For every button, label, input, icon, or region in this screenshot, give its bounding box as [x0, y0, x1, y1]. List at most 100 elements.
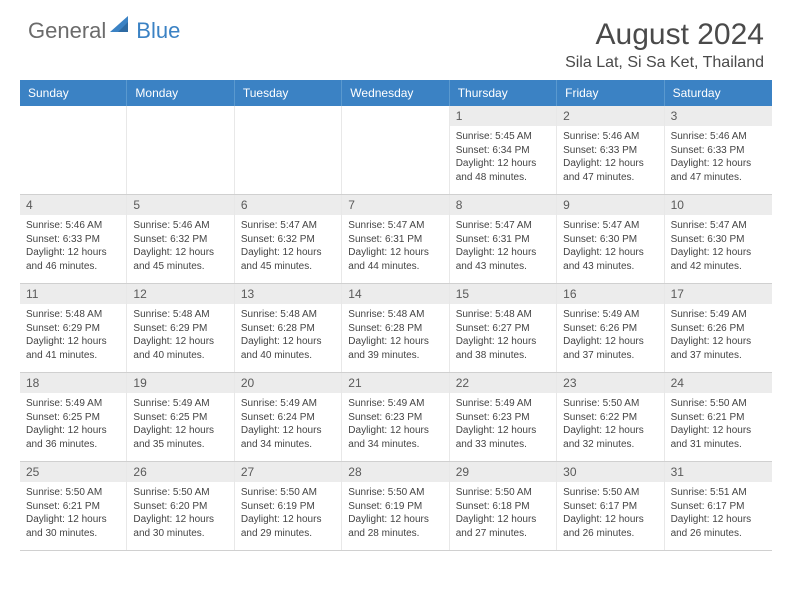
calendar-cell: 7Sunrise: 5:47 AMSunset: 6:31 PMDaylight… — [342, 195, 449, 283]
sunset-text: Sunset: 6:26 PM — [671, 322, 766, 336]
day-number: 6 — [235, 195, 341, 215]
daylight-line2: and 34 minutes. — [348, 438, 442, 452]
daylight-line1: Daylight: 12 hours — [26, 424, 120, 438]
daylight-line2: and 32 minutes. — [563, 438, 657, 452]
daylight-line1: Daylight: 12 hours — [348, 513, 442, 527]
day-info: Sunrise: 5:51 AMSunset: 6:17 PMDaylight:… — [665, 482, 772, 546]
day-info: Sunrise: 5:49 AMSunset: 6:25 PMDaylight:… — [127, 393, 233, 457]
sunset-text: Sunset: 6:21 PM — [26, 500, 120, 514]
day-header-row: Sunday Monday Tuesday Wednesday Thursday… — [20, 80, 772, 106]
day-number: 14 — [342, 284, 448, 304]
daylight-line2: and 47 minutes. — [563, 171, 657, 185]
sunset-text: Sunset: 6:18 PM — [456, 500, 550, 514]
daylight-line2: and 48 minutes. — [456, 171, 550, 185]
brand-sail-icon — [110, 14, 134, 39]
sunset-text: Sunset: 6:19 PM — [348, 500, 442, 514]
daylight-line2: and 47 minutes. — [671, 171, 766, 185]
sunset-text: Sunset: 6:33 PM — [563, 144, 657, 158]
day-number: 29 — [450, 462, 556, 482]
day-info: Sunrise: 5:45 AMSunset: 6:34 PMDaylight:… — [450, 126, 556, 190]
daylight-line1: Daylight: 12 hours — [456, 424, 550, 438]
day-info: Sunrise: 5:46 AMSunset: 6:33 PMDaylight:… — [557, 126, 663, 190]
sunrise-text: Sunrise: 5:49 AM — [456, 397, 550, 411]
daylight-line1: Daylight: 12 hours — [563, 513, 657, 527]
brand-text-2: Blue — [136, 18, 180, 44]
daylight-line1: Daylight: 12 hours — [671, 157, 766, 171]
sunset-text: Sunset: 6:17 PM — [671, 500, 766, 514]
day-info: Sunrise: 5:48 AMSunset: 6:28 PMDaylight:… — [342, 304, 448, 368]
daylight-line2: and 37 minutes. — [563, 349, 657, 363]
day-number: 10 — [665, 195, 772, 215]
daylight-line1: Daylight: 12 hours — [456, 157, 550, 171]
daylight-line1: Daylight: 12 hours — [563, 157, 657, 171]
calendar-cell — [20, 106, 127, 194]
day-info: Sunrise: 5:49 AMSunset: 6:26 PMDaylight:… — [557, 304, 663, 368]
calendar-cell: 27Sunrise: 5:50 AMSunset: 6:19 PMDayligh… — [235, 462, 342, 550]
calendar-cell: 24Sunrise: 5:50 AMSunset: 6:21 PMDayligh… — [665, 373, 772, 461]
calendar-cell: 19Sunrise: 5:49 AMSunset: 6:25 PMDayligh… — [127, 373, 234, 461]
sunrise-text: Sunrise: 5:50 AM — [456, 486, 550, 500]
calendar-cell: 10Sunrise: 5:47 AMSunset: 6:30 PMDayligh… — [665, 195, 772, 283]
day-info: Sunrise: 5:50 AMSunset: 6:21 PMDaylight:… — [665, 393, 772, 457]
calendar-cell: 15Sunrise: 5:48 AMSunset: 6:27 PMDayligh… — [450, 284, 557, 372]
day-number: 18 — [20, 373, 126, 393]
daylight-line2: and 30 minutes. — [133, 527, 227, 541]
sunrise-text: Sunrise: 5:47 AM — [456, 219, 550, 233]
day-header: Monday — [127, 80, 234, 106]
daylight-line1: Daylight: 12 hours — [563, 246, 657, 260]
sunrise-text: Sunrise: 5:50 AM — [671, 397, 766, 411]
daylight-line2: and 46 minutes. — [26, 260, 120, 274]
sunset-text: Sunset: 6:28 PM — [348, 322, 442, 336]
day-info: Sunrise: 5:49 AMSunset: 6:25 PMDaylight:… — [20, 393, 126, 457]
sunset-text: Sunset: 6:25 PM — [133, 411, 227, 425]
day-info: Sunrise: 5:49 AMSunset: 6:23 PMDaylight:… — [450, 393, 556, 457]
sunset-text: Sunset: 6:32 PM — [133, 233, 227, 247]
sunrise-text: Sunrise: 5:50 AM — [133, 486, 227, 500]
day-info: Sunrise: 5:46 AMSunset: 6:32 PMDaylight:… — [127, 215, 233, 279]
sunrise-text: Sunrise: 5:50 AM — [563, 397, 657, 411]
calendar-cell: 13Sunrise: 5:48 AMSunset: 6:28 PMDayligh… — [235, 284, 342, 372]
sunset-text: Sunset: 6:32 PM — [241, 233, 335, 247]
calendar-cell — [235, 106, 342, 194]
daylight-line1: Daylight: 12 hours — [241, 246, 335, 260]
sunrise-text: Sunrise: 5:48 AM — [348, 308, 442, 322]
calendar-cell: 8Sunrise: 5:47 AMSunset: 6:31 PMDaylight… — [450, 195, 557, 283]
daylight-line2: and 37 minutes. — [671, 349, 766, 363]
day-number: 27 — [235, 462, 341, 482]
brand-logo: General Blue — [28, 18, 180, 44]
daylight-line2: and 43 minutes. — [456, 260, 550, 274]
daylight-line2: and 41 minutes. — [26, 349, 120, 363]
sunset-text: Sunset: 6:29 PM — [133, 322, 227, 336]
day-number: 31 — [665, 462, 772, 482]
calendar-cell: 3Sunrise: 5:46 AMSunset: 6:33 PMDaylight… — [665, 106, 772, 194]
sunrise-text: Sunrise: 5:50 AM — [563, 486, 657, 500]
sunrise-text: Sunrise: 5:49 AM — [133, 397, 227, 411]
daylight-line2: and 26 minutes. — [671, 527, 766, 541]
daylight-line1: Daylight: 12 hours — [26, 335, 120, 349]
sunset-text: Sunset: 6:30 PM — [563, 233, 657, 247]
sunset-text: Sunset: 6:25 PM — [26, 411, 120, 425]
calendar-cell: 23Sunrise: 5:50 AMSunset: 6:22 PMDayligh… — [557, 373, 664, 461]
daylight-line1: Daylight: 12 hours — [133, 246, 227, 260]
daylight-line2: and 35 minutes. — [133, 438, 227, 452]
sunrise-text: Sunrise: 5:48 AM — [456, 308, 550, 322]
calendar-cell: 16Sunrise: 5:49 AMSunset: 6:26 PMDayligh… — [557, 284, 664, 372]
day-number: 7 — [342, 195, 448, 215]
daylight-line2: and 42 minutes. — [671, 260, 766, 274]
sunrise-text: Sunrise: 5:48 AM — [26, 308, 120, 322]
daylight-line1: Daylight: 12 hours — [241, 335, 335, 349]
calendar-cell: 30Sunrise: 5:50 AMSunset: 6:17 PMDayligh… — [557, 462, 664, 550]
day-info: Sunrise: 5:49 AMSunset: 6:26 PMDaylight:… — [665, 304, 772, 368]
calendar: Sunday Monday Tuesday Wednesday Thursday… — [0, 80, 792, 551]
sunrise-text: Sunrise: 5:50 AM — [241, 486, 335, 500]
day-info: Sunrise: 5:50 AMSunset: 6:20 PMDaylight:… — [127, 482, 233, 546]
sunset-text: Sunset: 6:31 PM — [456, 233, 550, 247]
daylight-line2: and 44 minutes. — [348, 260, 442, 274]
sunset-text: Sunset: 6:30 PM — [671, 233, 766, 247]
sunrise-text: Sunrise: 5:46 AM — [671, 130, 766, 144]
day-info: Sunrise: 5:50 AMSunset: 6:22 PMDaylight:… — [557, 393, 663, 457]
day-info: Sunrise: 5:48 AMSunset: 6:29 PMDaylight:… — [20, 304, 126, 368]
day-number: 23 — [557, 373, 663, 393]
day-number: 11 — [20, 284, 126, 304]
daylight-line2: and 45 minutes. — [133, 260, 227, 274]
